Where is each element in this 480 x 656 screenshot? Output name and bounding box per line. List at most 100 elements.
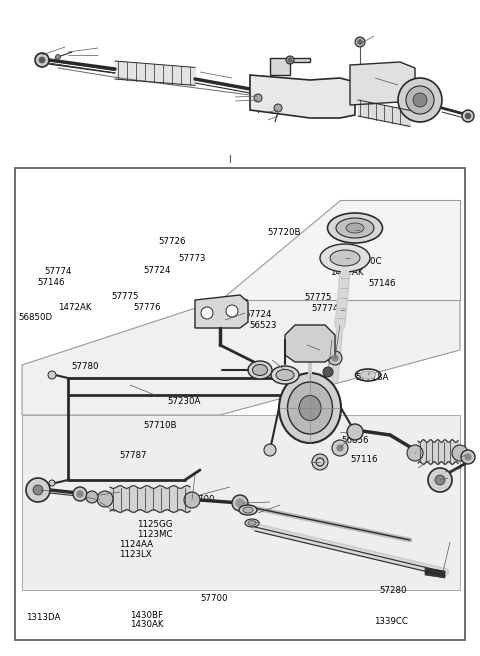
Text: 57280: 57280 [379, 586, 407, 595]
Circle shape [254, 94, 262, 102]
Circle shape [73, 487, 87, 501]
Text: 57773: 57773 [179, 254, 206, 263]
Circle shape [201, 307, 213, 319]
Circle shape [452, 445, 468, 461]
Circle shape [236, 499, 244, 507]
Ellipse shape [327, 213, 383, 243]
Circle shape [33, 485, 43, 495]
Polygon shape [22, 300, 460, 415]
Text: 57775: 57775 [111, 292, 139, 301]
Text: 1430AK: 1430AK [130, 620, 163, 629]
Text: 57726: 57726 [158, 237, 186, 246]
Ellipse shape [336, 218, 374, 238]
Circle shape [312, 454, 328, 470]
Text: 57146: 57146 [369, 279, 396, 288]
Polygon shape [350, 62, 415, 105]
Text: 1313DA: 1313DA [26, 613, 61, 623]
Circle shape [184, 492, 200, 508]
Text: 1124AA: 1124AA [119, 540, 153, 549]
Circle shape [77, 491, 83, 497]
Text: 57715: 57715 [290, 383, 318, 392]
Circle shape [358, 40, 362, 44]
Circle shape [274, 104, 282, 112]
Text: 57774: 57774 [311, 304, 338, 313]
Text: 57718A: 57718A [355, 373, 389, 382]
Circle shape [461, 450, 475, 464]
Circle shape [398, 78, 442, 122]
Ellipse shape [299, 396, 321, 420]
Text: 1125GG: 1125GG [137, 520, 172, 529]
Circle shape [97, 491, 113, 507]
Bar [15, 168, 465, 640]
Ellipse shape [243, 507, 253, 513]
Circle shape [288, 58, 292, 62]
Circle shape [332, 355, 338, 361]
Circle shape [428, 468, 452, 492]
Circle shape [39, 57, 45, 63]
Circle shape [466, 113, 470, 119]
Text: 57713C: 57713C [215, 298, 249, 308]
Polygon shape [220, 200, 460, 300]
Ellipse shape [248, 361, 272, 379]
Circle shape [462, 110, 474, 122]
Ellipse shape [252, 365, 267, 375]
Text: 56850D: 56850D [18, 313, 52, 322]
Text: 1472AK: 1472AK [58, 302, 91, 312]
Text: 57146: 57146 [37, 277, 65, 287]
Circle shape [355, 37, 365, 47]
Circle shape [232, 495, 248, 511]
Text: 1339CC: 1339CC [374, 617, 408, 626]
Circle shape [26, 478, 50, 502]
Circle shape [407, 445, 423, 461]
Text: 1123MC: 1123MC [137, 530, 172, 539]
Ellipse shape [245, 519, 259, 527]
Ellipse shape [248, 520, 256, 525]
Ellipse shape [360, 371, 376, 379]
Circle shape [264, 444, 276, 456]
Text: 57737: 57737 [297, 394, 324, 403]
Circle shape [286, 56, 294, 64]
Text: 57774: 57774 [44, 267, 72, 276]
Text: 57716D: 57716D [288, 405, 322, 415]
Circle shape [226, 305, 238, 317]
Polygon shape [425, 568, 445, 578]
Circle shape [332, 440, 348, 456]
Circle shape [413, 93, 427, 107]
Text: 57776: 57776 [133, 302, 161, 312]
Text: 57724: 57724 [143, 266, 170, 275]
Circle shape [435, 475, 445, 485]
Circle shape [35, 53, 49, 67]
Text: 57720B: 57720B [268, 228, 301, 237]
Circle shape [328, 351, 342, 365]
Circle shape [337, 445, 343, 451]
Polygon shape [195, 295, 248, 328]
Ellipse shape [288, 382, 333, 434]
Text: 57230A: 57230A [167, 397, 201, 406]
Ellipse shape [330, 250, 360, 266]
Polygon shape [22, 415, 460, 590]
Text: 57116: 57116 [350, 455, 378, 464]
Text: 56850C: 56850C [348, 256, 382, 266]
Circle shape [48, 371, 56, 379]
Text: 57700: 57700 [201, 594, 228, 604]
Text: 56856: 56856 [342, 436, 369, 445]
Ellipse shape [271, 366, 299, 384]
Text: 1123LX: 1123LX [119, 550, 152, 559]
Ellipse shape [276, 369, 294, 380]
Circle shape [465, 454, 471, 460]
Ellipse shape [239, 505, 257, 515]
Ellipse shape [320, 244, 370, 272]
Circle shape [406, 86, 434, 114]
Text: 57700: 57700 [187, 495, 215, 504]
Circle shape [49, 480, 55, 486]
Ellipse shape [279, 373, 341, 443]
Circle shape [56, 54, 60, 60]
Circle shape [347, 424, 363, 440]
Ellipse shape [346, 223, 364, 233]
Polygon shape [285, 325, 335, 362]
Text: 1430BF: 1430BF [130, 611, 163, 620]
Polygon shape [270, 58, 310, 75]
Circle shape [323, 367, 333, 377]
Text: 57775: 57775 [305, 293, 332, 302]
Circle shape [86, 491, 98, 503]
